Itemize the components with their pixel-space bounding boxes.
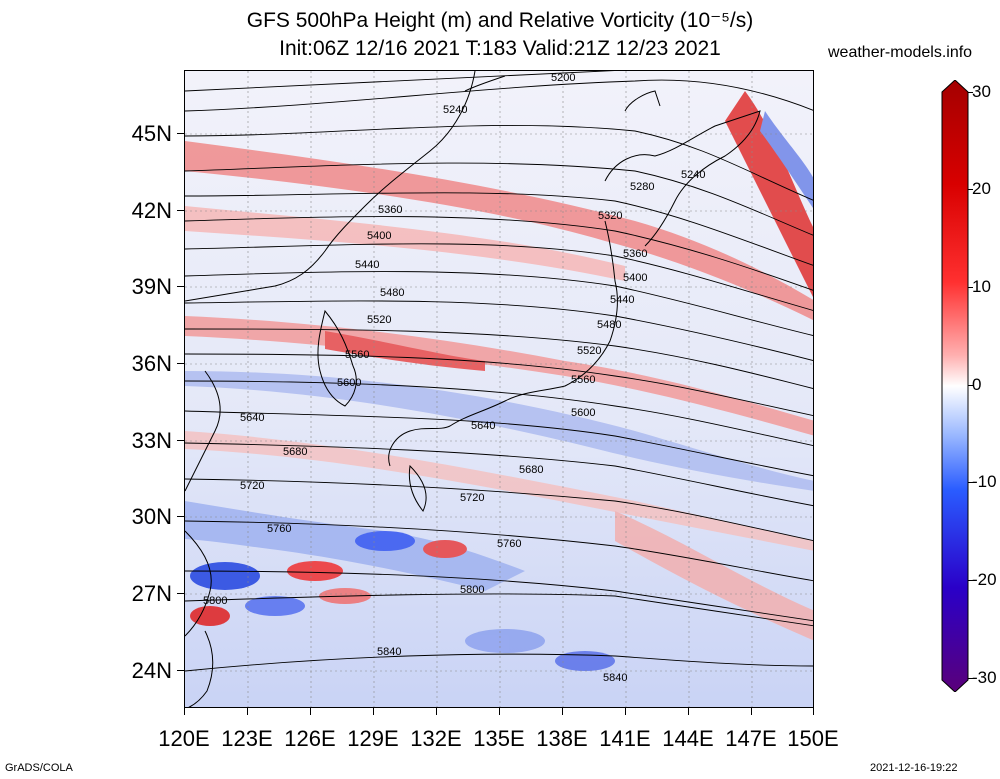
lat-label: 45N xyxy=(131,121,172,146)
lon-label: 120E xyxy=(158,726,210,751)
contour-label: 5440 xyxy=(610,294,634,306)
contour-label: 5840 xyxy=(377,646,401,658)
contour-label: 5200 xyxy=(551,72,575,84)
colorbar-label: 10 xyxy=(972,277,991,296)
vorticity-shading xyxy=(185,91,813,671)
lat-label: 30N xyxy=(131,504,172,529)
contour-label: 5800 xyxy=(460,584,484,596)
footer-timestamp: 2021-12-16-19:22 xyxy=(870,762,958,774)
colorbar xyxy=(941,80,969,692)
lon-label: 132E xyxy=(410,726,462,751)
lon-label: 129E xyxy=(347,726,399,751)
colorbar-label: -10 xyxy=(972,472,997,491)
lat-label: 42N xyxy=(131,198,172,223)
colorbar-label: 0 xyxy=(972,375,982,394)
colorbar-label: 30 xyxy=(972,82,991,101)
lat-label: 24N xyxy=(131,658,172,683)
contour-label: 5640 xyxy=(471,420,495,432)
contour-label: 5400 xyxy=(623,272,647,284)
contour-labels: 5200 5240 5240 5280 5320 5360 5360 5400 … xyxy=(203,72,705,684)
lat-label: 33N xyxy=(131,428,172,453)
contour-label: 5640 xyxy=(240,412,264,424)
lon-label: 147E xyxy=(725,726,777,751)
contour-label: 5400 xyxy=(367,230,391,242)
contour-label: 5240 xyxy=(443,104,467,116)
colorbar-label: 20 xyxy=(972,179,991,198)
contour-label: 5360 xyxy=(623,248,647,260)
contour-label: 5480 xyxy=(380,287,404,299)
contour-label: 5320 xyxy=(598,210,622,222)
lat-label: 39N xyxy=(131,274,172,299)
lat-label: 27N xyxy=(131,581,172,606)
contour-label: 5760 xyxy=(497,538,521,550)
contour-label: 5360 xyxy=(378,204,402,216)
colorbar-label: -30 xyxy=(972,668,997,687)
lon-label: 138E xyxy=(536,726,588,751)
height-contours xyxy=(185,71,813,672)
map-title-line1: GFS 500hPa Height (m) and Relative Vorti… xyxy=(246,9,754,32)
contour-label: 5240 xyxy=(681,169,705,181)
contour-label: 5760 xyxy=(267,523,291,535)
contour-label: 5680 xyxy=(283,446,307,458)
lon-label: 150E xyxy=(787,726,839,751)
colorbar-label: -20 xyxy=(972,570,997,589)
contour-label: 5520 xyxy=(367,314,391,326)
contour-label: 5680 xyxy=(519,464,543,476)
vorticity-map: 5200 5240 5240 5280 5320 5360 5360 5400 … xyxy=(185,71,813,707)
contour-label: 5720 xyxy=(460,492,484,504)
lon-label: 126E xyxy=(284,726,336,751)
lat-label: 36N xyxy=(131,351,172,376)
lon-label: 123E xyxy=(221,726,273,751)
contour-label: 5800 xyxy=(203,595,227,607)
contour-label: 5840 xyxy=(603,672,627,684)
lon-label: 135E xyxy=(473,726,525,751)
contour-label: 5440 xyxy=(355,259,379,271)
map-plot-area: 5200 5240 5240 5280 5320 5360 5360 5400 … xyxy=(184,70,814,708)
contour-label: 5600 xyxy=(571,407,595,419)
lat-lon-grid xyxy=(185,71,813,707)
lon-label: 144E xyxy=(662,726,714,751)
site-credit: weather-models.info xyxy=(828,44,973,61)
contour-label: 5280 xyxy=(630,181,654,193)
contour-label: 5520 xyxy=(577,345,601,357)
contour-label: 5720 xyxy=(240,480,264,492)
contour-label: 5560 xyxy=(345,349,369,361)
footer-credit: GrADS/COLA xyxy=(5,762,73,774)
contour-label: 5560 xyxy=(571,374,595,386)
map-title-line2: Init:06Z 12/16 2021 T:183 Valid:21Z 12/2… xyxy=(279,37,721,60)
contour-label: 5600 xyxy=(337,377,361,389)
lon-label: 141E xyxy=(599,726,651,751)
contour-label: 5480 xyxy=(597,319,621,331)
coastlines xyxy=(185,71,761,707)
